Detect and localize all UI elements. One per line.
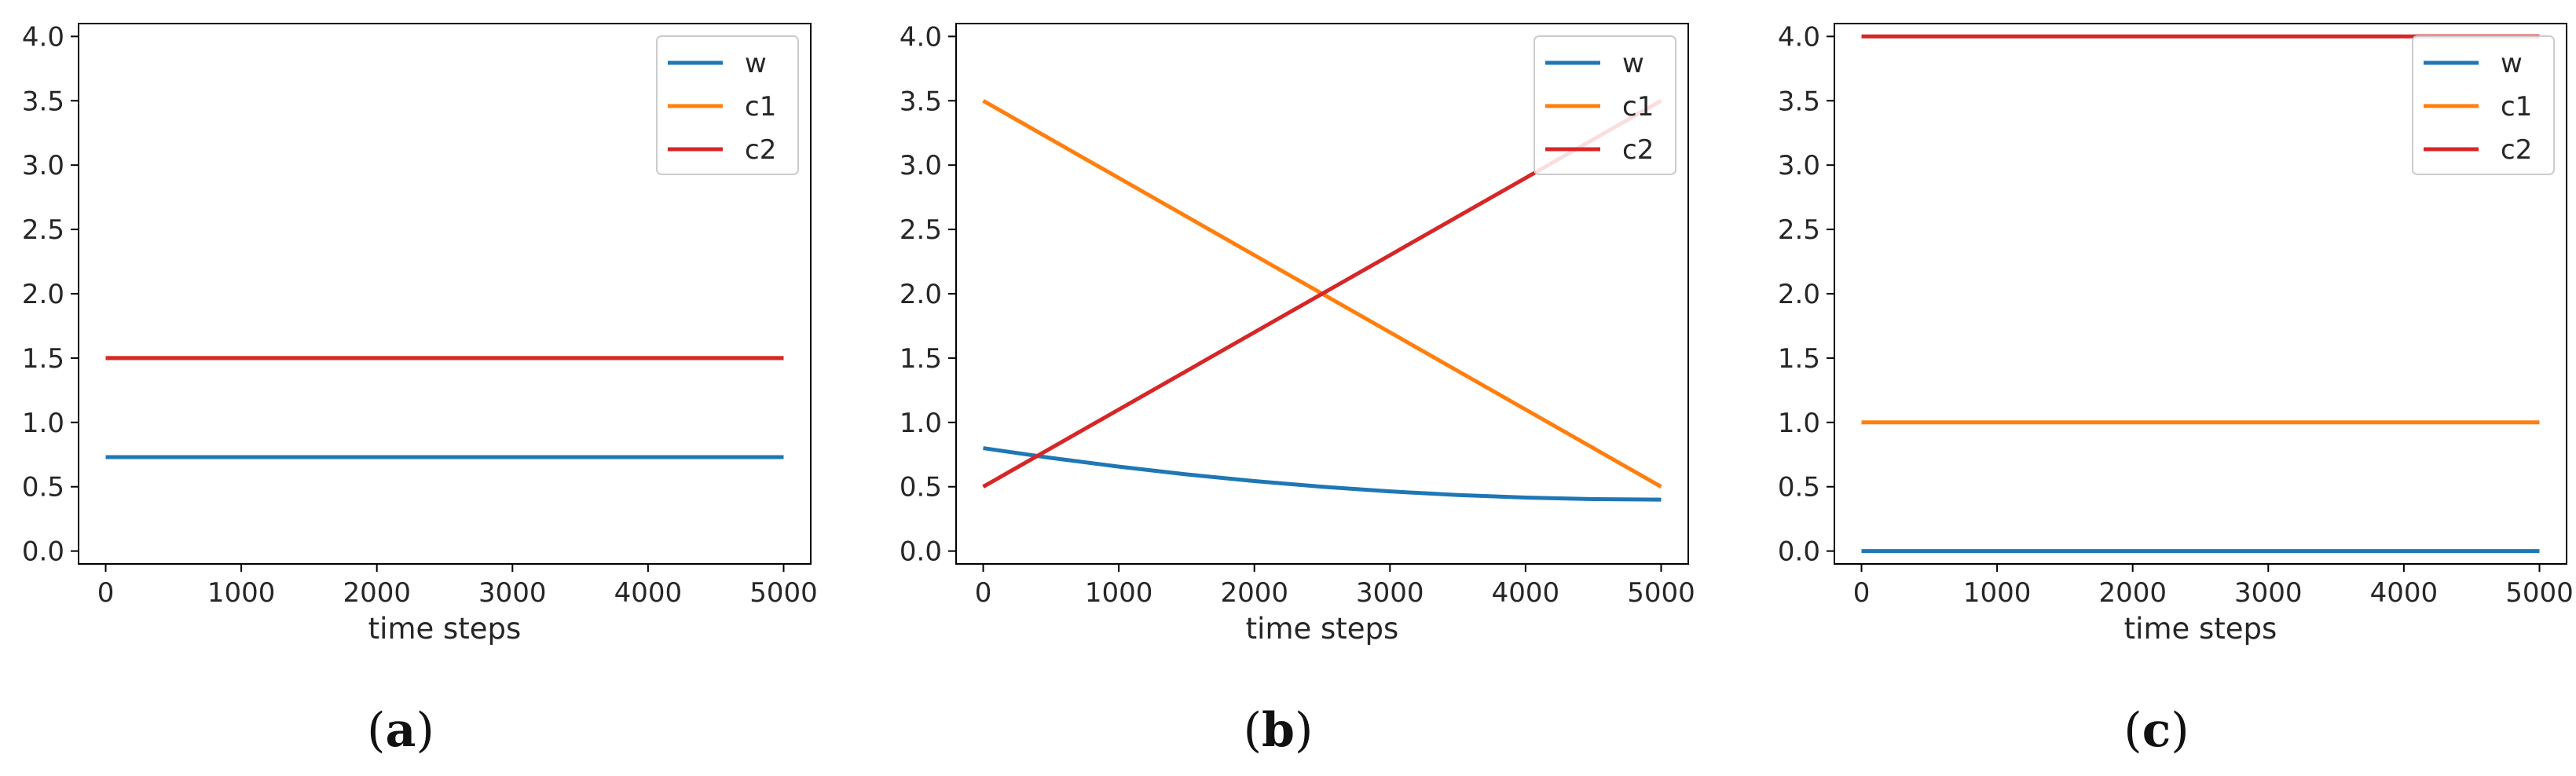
- x-tick-label: 3000: [1356, 577, 1424, 609]
- y-tick-label: 1.5: [1778, 343, 1820, 375]
- panel-label-close: ): [416, 703, 434, 758]
- y-tick-label: 2.5: [22, 214, 64, 246]
- legend-label-c1: c1: [2501, 91, 2532, 123]
- legend-label-c2: c2: [1622, 134, 1654, 166]
- x-tick-label: 5000: [2505, 577, 2574, 609]
- x-tick-label: 1000: [207, 577, 276, 609]
- y-tick-label: 2.5: [1778, 214, 1820, 246]
- legend-box: [1534, 35, 1676, 175]
- y-tick-label: 0.5: [22, 472, 64, 503]
- legend: w c1 c2: [656, 35, 799, 175]
- y-tick-label: 2.0: [1778, 279, 1820, 310]
- y-tick-label: 4.0: [900, 21, 942, 53]
- y-tick-label: 2.5: [900, 214, 942, 246]
- legend: w c1 c2: [2412, 35, 2555, 175]
- x-tick-label: 4000: [1492, 577, 1560, 609]
- x-tick-label: 5000: [1627, 577, 1695, 609]
- y-tick-label: 1.0: [900, 408, 942, 439]
- legend-label-c2: c2: [2501, 134, 2532, 166]
- x-tick-label: 2000: [2098, 577, 2167, 609]
- panel-label: (c): [2123, 703, 2189, 758]
- panel-label-letter: a: [386, 703, 416, 758]
- y-tick-label: 3.5: [900, 86, 942, 117]
- x-axis-label: time steps: [2124, 612, 2277, 646]
- x-tick-label: 4000: [614, 577, 683, 609]
- y-tick-label: 3.5: [22, 86, 64, 117]
- panel-label: (b): [1244, 703, 1314, 758]
- y-tick-label: 1.0: [1778, 408, 1820, 439]
- chart-panel-c: 0 1000 2000 3000 4000 5000 0.0 0.5 1.0 1.5 2.0 2.5 3…: [1778, 21, 2574, 758]
- x-tick-label: 1000: [1085, 577, 1153, 609]
- x-tick-label: 2000: [343, 577, 411, 609]
- x-tick-label: 2000: [1220, 577, 1288, 609]
- y-tick-label: 0.0: [22, 536, 64, 568]
- y-tick-label: 0.0: [1778, 536, 1820, 568]
- panel-label-open: (: [1244, 703, 1262, 758]
- panel-label-close: ): [2171, 703, 2189, 758]
- y-tick-label: 0.5: [900, 472, 942, 503]
- legend-label-w: w: [745, 48, 767, 79]
- x-tick-label: 5000: [749, 577, 818, 609]
- x-tick-label: 3000: [2234, 577, 2303, 609]
- panel-label-close: ): [1295, 703, 1313, 758]
- x-tick-label: 3000: [478, 577, 547, 609]
- panel-label: (a): [367, 703, 434, 758]
- x-axis-label: time steps: [1246, 612, 1399, 646]
- series-line-w: [983, 446, 1662, 502]
- x-axis-label: time steps: [368, 612, 522, 646]
- y-tick-label: 3.5: [1778, 86, 1820, 117]
- x-tick-label: 0: [1853, 577, 1871, 609]
- x-tick-label: 0: [97, 577, 115, 609]
- y-tick-label: 3.0: [22, 150, 64, 181]
- panel-label-open: (: [367, 703, 385, 758]
- y-tick-label: 0.0: [900, 536, 942, 568]
- y-tick-label: 4.0: [1778, 21, 1820, 53]
- legend: w c1 c2: [1534, 35, 1676, 175]
- chart-panel-b: 0 1000 2000 3000 4000 5000 0.0 0.5 1.0 1.5 2.0 2.5 3…: [900, 21, 1695, 758]
- panel-label-open: (: [2123, 703, 2142, 758]
- y-tick-label: 3.0: [900, 150, 942, 181]
- x-tick-label: 4000: [2370, 577, 2439, 609]
- y-tick-label: 1.0: [22, 408, 64, 439]
- y-tick-label: 4.0: [22, 21, 64, 53]
- legend-box: [2412, 35, 2555, 175]
- y-tick-label: 0.5: [1778, 472, 1820, 503]
- legend-label-c2: c2: [745, 134, 776, 166]
- legend-label-c1: c1: [745, 91, 776, 123]
- legend-label-w: w: [1622, 48, 1644, 79]
- y-tick-label: 2.0: [22, 279, 64, 310]
- panel-label-letter: c: [2142, 703, 2171, 758]
- y-tick-label: 1.5: [22, 343, 64, 375]
- x-tick-label: 0: [975, 577, 992, 609]
- x-tick-label: 1000: [1963, 577, 2032, 609]
- panel-label-letter: b: [1262, 703, 1295, 758]
- legend-label-c1: c1: [1622, 91, 1654, 123]
- y-tick-label: 2.0: [900, 279, 942, 310]
- chart-panel-a: 0 1000 2000 3000 4000 5000 0.0 0.5 1.0 1.5 2.0 2.5 3…: [22, 21, 818, 758]
- legend-box: [656, 35, 799, 175]
- y-tick-label: 1.5: [900, 343, 942, 375]
- y-tick-label: 3.0: [1778, 150, 1820, 181]
- legend-label-w: w: [2501, 48, 2523, 79]
